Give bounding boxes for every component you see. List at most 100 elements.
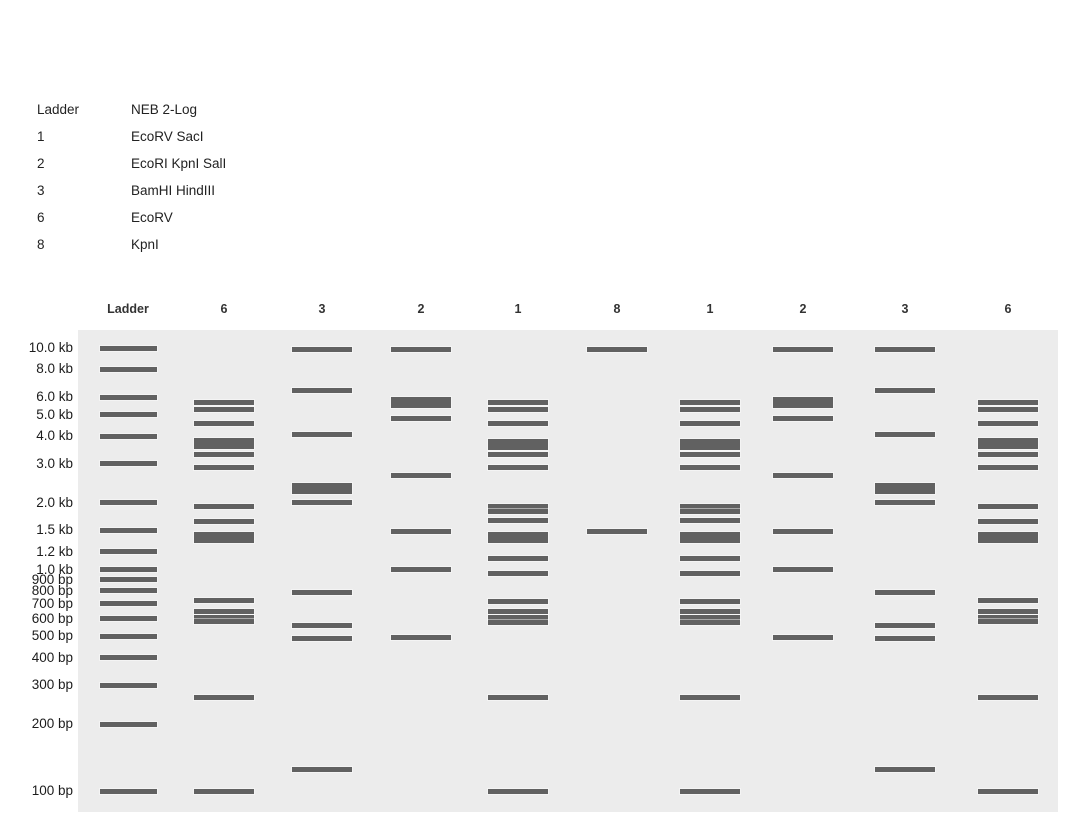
gel-band xyxy=(978,609,1038,614)
legend-key: 6 xyxy=(37,210,45,225)
gel-band xyxy=(978,619,1038,624)
ladder-band xyxy=(100,655,157,660)
size-axis-label: 200 bp xyxy=(31,716,73,732)
gel-band xyxy=(978,532,1038,543)
gel-band xyxy=(978,465,1038,470)
legend-key: 1 xyxy=(37,129,45,144)
gel-band xyxy=(194,465,254,470)
gel-band xyxy=(194,598,254,603)
legend-value: EcoRV xyxy=(131,210,173,225)
ladder-band xyxy=(100,395,157,400)
legend-row: 2 EcoRI KpnI SalI xyxy=(37,157,226,184)
size-axis-label: 3.0 kb xyxy=(36,455,73,471)
ladder-band xyxy=(100,722,157,727)
gel-band xyxy=(875,636,935,641)
gel-band xyxy=(391,567,451,572)
gel-band xyxy=(488,504,548,509)
enzyme-legend: Ladder NEB 2-Log 1 EcoRV SacI 2 EcoRI Kp… xyxy=(37,103,226,265)
ladder-band xyxy=(100,549,157,554)
size-axis-label: 500 bp xyxy=(31,628,73,644)
gel-band xyxy=(194,609,254,614)
gel-band xyxy=(391,416,451,421)
gel-band xyxy=(488,609,548,614)
gel-band xyxy=(194,407,254,412)
gel-band xyxy=(292,623,352,628)
gel-band xyxy=(194,452,254,457)
gel-band xyxy=(488,407,548,412)
gel-band xyxy=(194,400,254,405)
ladder-band xyxy=(100,683,157,688)
gel-band xyxy=(292,483,352,494)
gel-band xyxy=(488,620,548,625)
gel-band xyxy=(773,416,833,421)
gel-band xyxy=(978,438,1038,449)
lane-header-label: Ladder xyxy=(107,302,149,316)
gel-band xyxy=(875,623,935,628)
gel-band xyxy=(391,473,451,478)
size-axis-label: 1.2 kb xyxy=(36,543,73,559)
ladder-band xyxy=(100,567,157,572)
gel-band xyxy=(978,400,1038,405)
gel-band xyxy=(773,473,833,478)
gel-band xyxy=(680,599,740,604)
legend-value: KpnI xyxy=(131,237,159,252)
legend-value: EcoRI KpnI SalI xyxy=(131,156,227,171)
gel-band xyxy=(680,400,740,405)
legend-key: 2 xyxy=(37,156,45,171)
size-axis-label: 8.0 kb xyxy=(36,361,73,377)
gel-band xyxy=(488,452,548,457)
lane-header-label: 2 xyxy=(417,302,425,316)
gel-band xyxy=(680,789,740,794)
gel-band xyxy=(194,421,254,426)
size-axis-label: 10.0 kb xyxy=(28,340,73,355)
lane-header-label: 6 xyxy=(220,302,228,316)
gel-band xyxy=(680,571,740,576)
gel-band xyxy=(773,635,833,640)
gel-band xyxy=(488,518,548,523)
lane-header-label: 1 xyxy=(706,302,714,316)
legend-key: Ladder xyxy=(37,102,80,117)
lane-header-label: 3 xyxy=(901,302,909,316)
size-axis-label: 1.5 kb xyxy=(36,522,73,538)
gel-band xyxy=(488,599,548,604)
gel-band xyxy=(194,615,254,620)
gel-band xyxy=(194,519,254,524)
size-axis-label: 600 bp xyxy=(31,610,73,626)
gel-band xyxy=(391,529,451,534)
size-axis-label: 800 bp xyxy=(31,582,73,598)
size-axis-label: 900 bp xyxy=(31,571,73,587)
gel-band xyxy=(875,432,935,437)
gel-band xyxy=(194,532,254,543)
gel-band xyxy=(680,556,740,561)
size-axis-label: 5.0 kb xyxy=(36,406,73,422)
lane-header-label: 1 xyxy=(514,302,522,316)
gel-band xyxy=(587,529,647,534)
gel-band xyxy=(978,421,1038,426)
gel-band xyxy=(488,571,548,576)
gel-band xyxy=(875,590,935,595)
gel-band xyxy=(488,439,548,450)
gel-band xyxy=(773,529,833,534)
gel-band xyxy=(488,789,548,794)
size-axis-label: 2.0 kb xyxy=(36,494,73,510)
gel-band xyxy=(875,347,935,352)
gel-band xyxy=(680,504,740,509)
gel-band xyxy=(680,620,740,625)
gel-band xyxy=(391,397,451,408)
gel-band xyxy=(978,519,1038,524)
legend-value: NEB 2-Log xyxy=(131,102,198,117)
gel-band xyxy=(978,407,1038,412)
gel-band xyxy=(194,695,254,700)
ladder-band xyxy=(100,601,157,606)
ladder-band xyxy=(100,528,157,533)
gel-band xyxy=(292,432,352,437)
gel-band xyxy=(587,347,647,352)
ladder-band xyxy=(100,577,157,582)
size-axis-label: 4.0 kb xyxy=(36,428,73,444)
legend-row: 6 EcoRV xyxy=(37,211,226,238)
gel-band xyxy=(194,438,254,449)
size-axis-label: 6.0 kb xyxy=(36,389,73,405)
legend-value: BamHI HindIII xyxy=(131,183,216,198)
gel-band xyxy=(292,347,352,352)
